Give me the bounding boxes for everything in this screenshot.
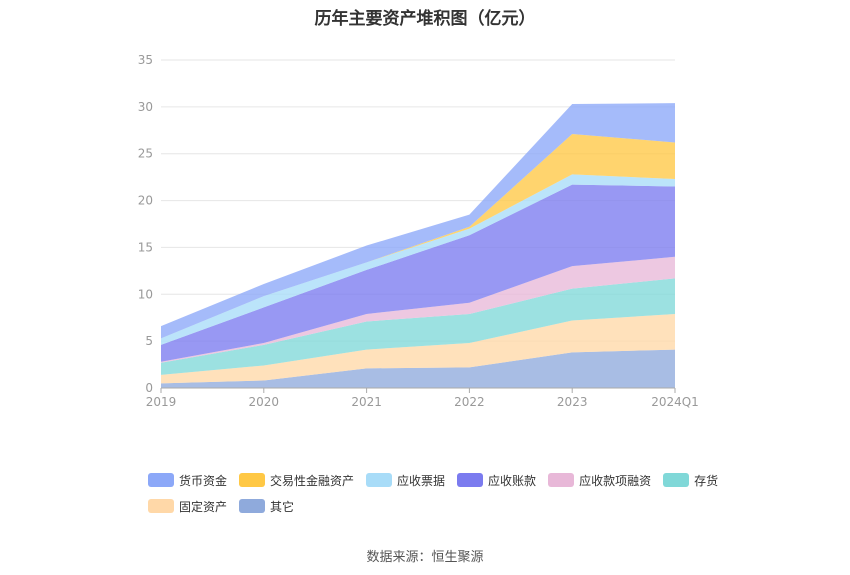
area-series-其它[interactable] <box>161 349 675 388</box>
legend-label: 货币资金 <box>179 473 228 488</box>
legend-item-其它[interactable]: 其它 <box>239 498 294 514</box>
y-tick-label: 15 <box>138 240 153 254</box>
legend-label: 应收账款 <box>488 473 537 488</box>
legend-item-固定资产[interactable]: 固定资产 <box>148 498 227 514</box>
area-series-固定资产[interactable] <box>161 313 675 384</box>
legend-swatch <box>548 473 575 487</box>
chart-title: 历年主要资产堆积图（亿元） <box>314 9 536 29</box>
y-tick-label: 30 <box>138 100 153 114</box>
area-series-应收账款[interactable] <box>161 184 675 362</box>
y-tick-label: 0 <box>145 381 153 395</box>
legend-item-应收账款[interactable]: 应收账款 <box>457 472 536 488</box>
legend-label: 固定资产 <box>179 499 228 514</box>
legend-label: 其它 <box>270 499 295 514</box>
area-series-交易性金融资产[interactable] <box>161 134 675 339</box>
legend-swatch <box>148 473 174 487</box>
legend-label: 应收款项融资 <box>579 473 652 488</box>
y-tick-label: 5 <box>145 334 153 348</box>
legend-swatch <box>148 499 174 513</box>
y-tick-label: 35 <box>138 53 153 67</box>
area-series-货币资金[interactable] <box>161 103 675 339</box>
legend-label: 应收票据 <box>397 473 446 488</box>
x-axis: 2019 2020 2021 2022 2023 2024Q1 <box>146 387 699 409</box>
area-series-group <box>161 103 675 388</box>
x-tick-label: 2024Q1 <box>651 395 699 409</box>
legend-swatch <box>239 473 266 487</box>
legend-item-应收款项融资[interactable]: 应收款项融资 <box>548 472 651 488</box>
x-tick-label: 2022 <box>454 395 485 409</box>
legend-item-货币资金[interactable]: 货币资金 <box>148 472 227 488</box>
area-series-存货[interactable] <box>161 278 675 375</box>
x-tick-label: 2019 <box>146 395 177 409</box>
x-tick-label: 2020 <box>249 395 280 409</box>
data-source-note: 数据来源：恒生聚源 <box>366 550 484 565</box>
y-tick-label: 25 <box>138 147 153 161</box>
y-tick-label: 10 <box>138 287 153 301</box>
legend-item-应收票据[interactable]: 应收票据 <box>366 472 445 488</box>
legend-item-交易性金融资产[interactable]: 交易性金融资产 <box>239 472 354 488</box>
chart-legend: 货币资金 交易性金融资产 应收票据 应收账款 应收款项融资 存货固定资产 其它 <box>148 472 768 514</box>
legend-label: 交易性金融资产 <box>270 473 355 488</box>
y-axis: 0 5 10 15 20 25 30 35 <box>138 53 153 395</box>
legend-item-存货[interactable]: 存货 <box>663 472 718 488</box>
area-series-应收款项融资[interactable] <box>161 256 675 363</box>
legend-swatch <box>457 473 484 487</box>
legend-swatch <box>239 499 266 513</box>
legend-label: 存货 <box>694 473 719 488</box>
legend-swatch <box>366 473 393 487</box>
legend-swatch <box>663 473 690 487</box>
y-tick-label: 20 <box>138 194 153 208</box>
x-tick-label: 2023 <box>557 395 588 409</box>
x-tick-label: 2021 <box>351 395 382 409</box>
